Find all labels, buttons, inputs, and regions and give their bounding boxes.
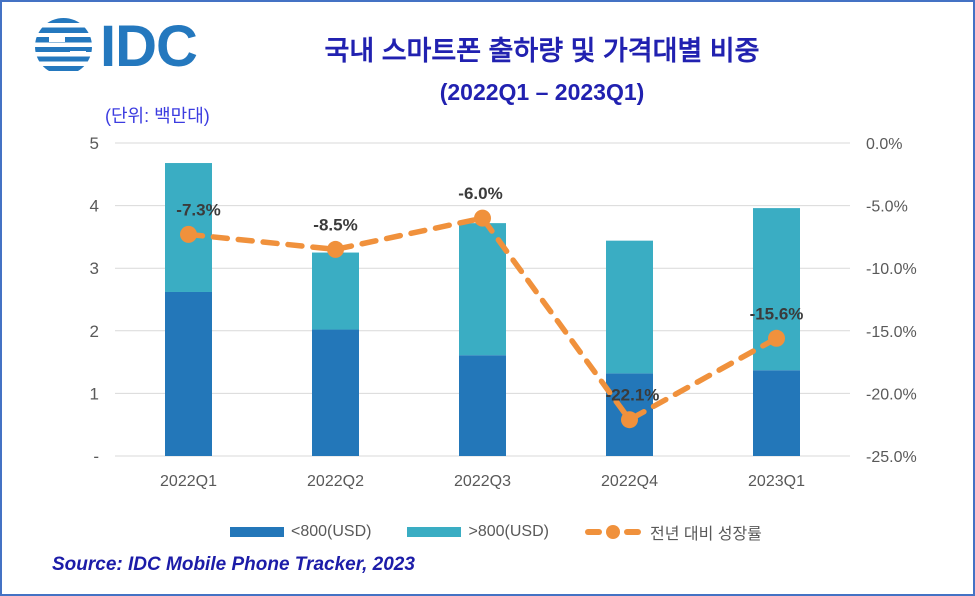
legend-item-over800: >800(USD) <box>407 523 549 541</box>
title-block: 국내 스마트폰 출하량 및 가격대별 비중 (2022Q1 – 2023Q1) <box>222 35 862 106</box>
over800-swatch <box>407 527 462 537</box>
right-axis-tick: -25.0% <box>866 449 917 466</box>
left-axis-tick: - <box>93 447 99 466</box>
left-axis-tick: 5 <box>90 134 99 153</box>
growth-marker <box>621 411 638 429</box>
x-axis-label: 2022Q2 <box>307 473 364 490</box>
bar-under800-segment <box>459 355 506 456</box>
right-axis-tick: 0.0% <box>866 136 902 153</box>
bar-over800-segment <box>459 223 506 356</box>
left-axis-tick: 4 <box>90 197 99 216</box>
bar-under800-segment <box>753 370 800 456</box>
unit-label: (단위: 백만대) <box>105 106 210 126</box>
chart-subtitle: (2022Q1 – 2023Q1) <box>439 78 645 105</box>
growth-data-label: -8.5% <box>313 215 357 234</box>
legend-item-under800: <800(USD) <box>230 523 371 541</box>
idc-globe-icon <box>35 18 92 75</box>
bar-under800-segment <box>312 329 359 456</box>
bar-over800-segment <box>606 240 653 374</box>
right-axis-tick: -15.0% <box>866 324 917 341</box>
under800-label: <800(USD) <box>291 523 372 540</box>
growth-label: 전년 대비 성장률 <box>649 526 762 543</box>
growth-data-label: -15.6% <box>750 304 804 323</box>
x-axis-label: 2022Q1 <box>160 473 217 490</box>
x-axis-label: 2022Q4 <box>601 473 658 490</box>
bar-under800-segment <box>165 291 212 456</box>
growth-marker <box>474 209 491 227</box>
source-note: Source: IDC Mobile Phone Tracker, 2023 <box>52 554 415 575</box>
left-axis-tick: 3 <box>90 259 99 278</box>
x-axis-label: 2022Q3 <box>454 473 511 490</box>
left-axis-tick: 1 <box>90 384 99 403</box>
bar-over800-segment <box>312 252 359 330</box>
x-axis-label: 2023Q1 <box>748 473 805 490</box>
idc-logo-text: IDC <box>100 14 198 79</box>
legend: <800(USD) >800(USD) 전년 대비 성장률 <box>230 520 762 544</box>
growth-data-label: -6.0% <box>458 184 502 203</box>
over800-label: >800(USD) <box>468 523 549 540</box>
right-axis-tick: -20.0% <box>866 386 917 403</box>
growth-data-label: -7.3% <box>176 200 220 219</box>
right-axis-tick: -10.0% <box>866 261 917 278</box>
growth-line-marker-icon <box>584 525 643 539</box>
growth-data-label: -22.1% <box>606 386 660 405</box>
legend-item-growth: 전년 대비 성장률 <box>584 520 762 544</box>
growth-marker <box>768 329 785 347</box>
growth-marker <box>327 240 344 258</box>
right-axis-tick: -5.0% <box>866 199 908 216</box>
chart-title: 국내 스마트폰 출하량 및 가격대별 비중 <box>324 36 760 66</box>
idc-logo: IDC <box>35 14 198 79</box>
growth-marker <box>180 225 197 243</box>
under800-swatch <box>230 527 284 537</box>
left-axis-tick: 2 <box>90 322 99 341</box>
